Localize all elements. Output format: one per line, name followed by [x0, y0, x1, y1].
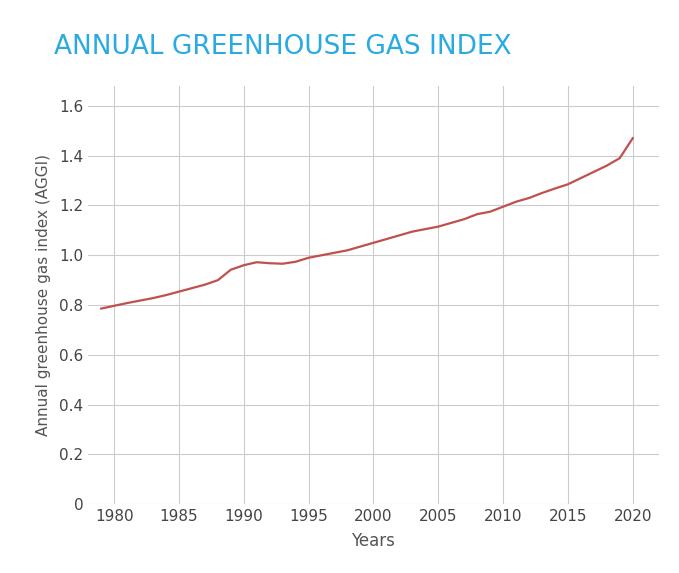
Y-axis label: Annual greenhouse gas index (AGGI): Annual greenhouse gas index (AGGI) [36, 154, 51, 436]
Text: ANNUAL GREENHOUSE GAS INDEX: ANNUAL GREENHOUSE GAS INDEX [54, 34, 512, 60]
X-axis label: Years: Years [352, 532, 395, 551]
